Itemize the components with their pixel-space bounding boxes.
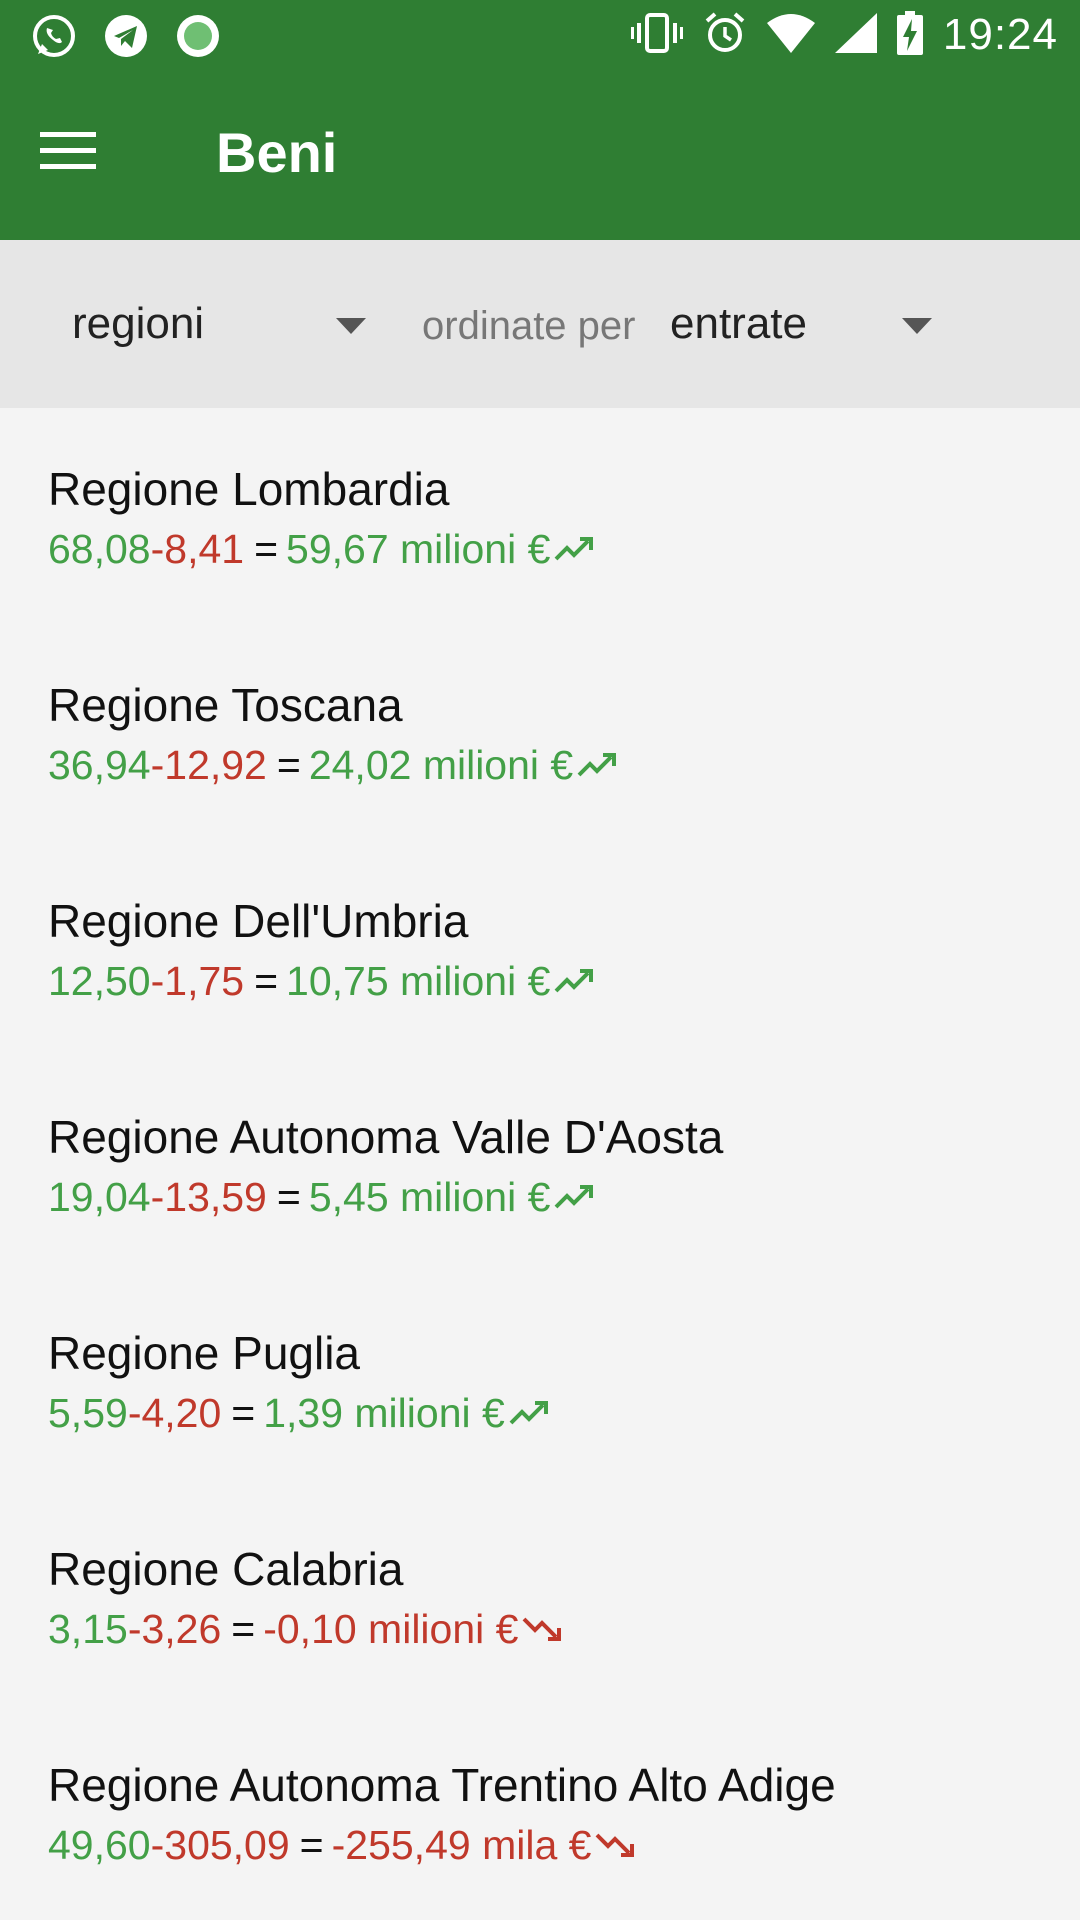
hamburger-menu-icon[interactable]: [40, 122, 130, 182]
list-item[interactable]: Regione Toscana 36,94 -12,92 = 24,02 milioni…: [0, 624, 1080, 840]
expense-value: -8,41: [150, 526, 245, 572]
equals-sign: =: [276, 742, 301, 788]
income-value: 5,59: [48, 1390, 128, 1436]
total-value: -255,49 mila €: [331, 1822, 592, 1868]
income-value: 68,08: [48, 526, 151, 572]
region-list: Regione Lombardia 68,08 -8,41 = 59,67 milion…: [0, 408, 1080, 1920]
region-values: 3,15 -3,26 = -0,10 milioni €: [48, 1606, 562, 1653]
total-value: 10,75 milioni €: [286, 958, 551, 1004]
system-icons: 19:24: [630, 10, 1058, 60]
equals-sign: =: [254, 958, 279, 1004]
region-name: Regione Calabria: [48, 1543, 404, 1595]
trending-down-icon: [595, 1822, 635, 1869]
region-name: Regione Lombardia: [48, 463, 450, 515]
trending-up-icon: [577, 742, 617, 789]
group-by-dropdown[interactable]: regioni: [72, 292, 372, 356]
alarm-icon: [703, 11, 747, 60]
income-value: 36,94: [48, 742, 151, 788]
list-item[interactable]: Regione Autonoma Trentino Alto Adige 49,6…: [0, 1704, 1080, 1920]
income-value: 12,50: [48, 958, 151, 1004]
income-value: 49,60: [48, 1822, 151, 1868]
total-value: 59,67 milioni €: [286, 526, 551, 572]
region-values: 36,94 -12,92 = 24,02 milioni €: [48, 742, 617, 789]
record-icon: [174, 12, 222, 65]
trending-up-icon: [554, 526, 594, 573]
page-title: Beni: [216, 121, 338, 184]
income-value: 19,04: [48, 1174, 151, 1220]
clock-time: 19:24: [942, 10, 1058, 59]
region-values: 19,04 -13,59 = 5,45 milioni €: [48, 1174, 594, 1221]
region-values: 49,60 -305,09 = -255,49 mila €: [48, 1822, 635, 1869]
trending-up-icon: [554, 958, 594, 1005]
order-by-caret-icon: [902, 318, 932, 334]
income-value: 3,15: [48, 1606, 128, 1652]
equals-sign: =: [254, 526, 279, 572]
list-item[interactable]: Regione Puglia 5,59 -4,20 = 1,39 milioni €: [0, 1272, 1080, 1488]
region-values: 12,50 -1,75 = 10,75 milioni €: [48, 958, 594, 1005]
region-name: Regione Puglia: [48, 1327, 361, 1379]
region-name: Regione Toscana: [48, 679, 403, 731]
equals-sign: =: [231, 1606, 256, 1652]
region-name: Regione Autonoma Valle D'Aosta: [48, 1111, 724, 1163]
order-by-label: ordinate per: [422, 304, 636, 348]
group-by-caret-icon: [336, 318, 366, 334]
list-item[interactable]: Regione Autonoma Valle D'Aosta 19,04 -13,5…: [0, 1056, 1080, 1272]
battery-charging-icon: [896, 10, 923, 60]
notification-icons: [30, 12, 222, 65]
trending-down-icon: [522, 1606, 562, 1653]
status-bar: 19:24: [0, 0, 1080, 72]
signal-icon: [834, 12, 877, 58]
list-item[interactable]: Regione Lombardia 68,08 -8,41 = 59,67 milion…: [0, 408, 1080, 624]
telegram-icon: [102, 12, 150, 65]
expense-value: -13,59: [150, 1174, 267, 1220]
filter-bar: regioni ordinate per entrate: [0, 240, 1080, 408]
list-item[interactable]: Regione Dell'Umbria 12,50 -1,75 = 10,75 mili…: [0, 840, 1080, 1056]
order-by-value: entrate: [670, 299, 807, 348]
region-values: 5,59 -4,20 = 1,39 milioni €: [48, 1390, 549, 1437]
expense-value: -305,09: [150, 1822, 290, 1868]
wifi-icon: [766, 13, 815, 58]
total-value: 1,39 milioni €: [263, 1390, 505, 1436]
region-name: Regione Autonoma Trentino Alto Adige: [48, 1759, 836, 1811]
expense-value: -1,75: [150, 958, 245, 1004]
vibrate-icon: [630, 11, 683, 60]
total-value: 5,45 milioni €: [308, 1174, 551, 1220]
region-values: 68,08 -8,41 = 59,67 milioni €: [48, 526, 594, 573]
group-by-value: regioni: [72, 299, 205, 348]
region-name: Regione Dell'Umbria: [48, 895, 469, 947]
expense-value: -12,92: [150, 742, 267, 788]
equals-sign: =: [231, 1390, 256, 1436]
app-bar: Beni: [0, 72, 1080, 240]
total-value: -0,10 milioni €: [263, 1606, 519, 1652]
expense-value: -4,20: [127, 1390, 222, 1436]
list-item[interactable]: Regione Calabria 3,15 -3,26 = -0,10 milioni …: [0, 1488, 1080, 1704]
expense-value: -3,26: [127, 1606, 222, 1652]
equals-sign: =: [299, 1822, 324, 1868]
trending-up-icon: [509, 1390, 549, 1437]
total-value: 24,02 milioni €: [308, 742, 574, 788]
order-by-dropdown[interactable]: entrate: [670, 292, 940, 356]
equals-sign: =: [276, 1174, 301, 1220]
trending-up-icon: [554, 1174, 594, 1221]
whatsapp-icon: [30, 12, 78, 65]
